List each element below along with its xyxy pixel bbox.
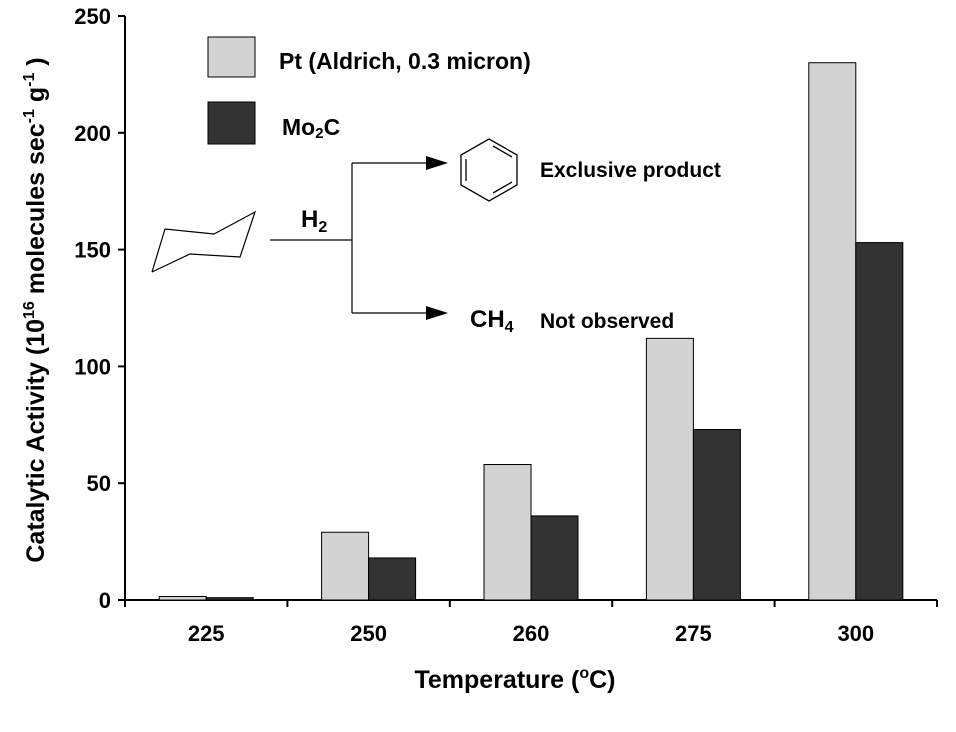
y-tick-label: 50 <box>87 471 111 496</box>
bar-mo2c-300 <box>855 242 904 601</box>
bar-pt-275 <box>645 337 694 601</box>
y-tick-label: 150 <box>74 238 111 263</box>
legend-label-mo2c: Mo2C <box>282 114 340 142</box>
bar-mo2c-250 <box>368 557 417 601</box>
y-tick-label: 100 <box>74 354 111 379</box>
x-tick-label: 225 <box>188 621 225 646</box>
reactant-h2-label: H2 <box>301 206 327 236</box>
x-ticks-group: 225 250 260 275 300 <box>124 600 938 646</box>
y-axis-title: Catalytic Activity (1016 molecules sec-1… <box>21 57 50 562</box>
x-tick-label: 260 <box>513 621 550 646</box>
bars-group <box>158 62 904 601</box>
y-tick-label: 0 <box>99 588 111 613</box>
legend-label-pt: Pt (Aldrich, 0.3 micron) <box>279 48 531 74</box>
x-tick-label: 275 <box>675 621 712 646</box>
x-tick-label: 300 <box>837 621 874 646</box>
legend-swatch-pt <box>207 36 256 78</box>
bar-mo2c-275 <box>692 428 741 601</box>
exclusive-product-label: Exclusive product <box>540 159 721 182</box>
arrow-to-benzene-head-icon <box>426 156 448 170</box>
y-ticks-group: 0 50 100 150 200 250 <box>74 4 125 613</box>
legend-swatch-mo2c <box>207 101 256 145</box>
methane-label: CH4 <box>470 306 514 336</box>
bar-pt-225 <box>158 595 207 601</box>
cyclohexane-structure-icon <box>151 210 257 273</box>
arrow-to-methane-head-icon <box>426 306 448 320</box>
bar-mo2c-260 <box>530 515 579 601</box>
y-tick-label: 250 <box>74 4 111 29</box>
bar-mo2c-225 <box>205 597 254 601</box>
not-observed-label: Not observed <box>540 310 674 333</box>
y-tick-label: 200 <box>74 121 111 146</box>
benzene-ring-icon <box>460 138 518 202</box>
x-tick-label: 250 <box>350 621 387 646</box>
x-axis-title: Temperature (oC) <box>414 665 615 694</box>
bar-pt-250 <box>321 531 370 601</box>
bar-pt-260 <box>483 464 532 601</box>
bar-pt-300 <box>808 62 857 601</box>
